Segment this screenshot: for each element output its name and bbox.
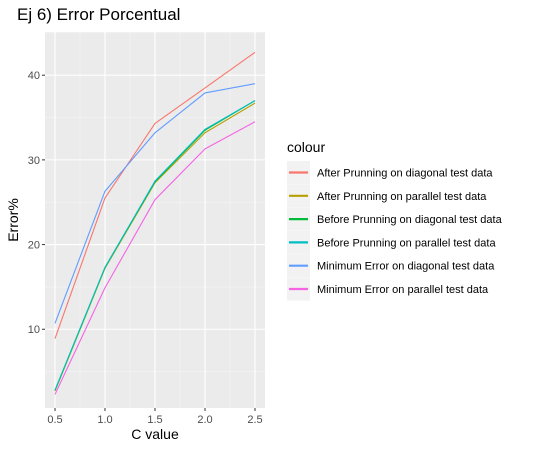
legend-label: Minimum Error on diagonal test data [317,261,495,273]
series-line-4 [54,100,256,391]
x-axis: 0.5 1.0 1.5 2.0 2.5 [47,408,263,426]
series-line-6 [54,121,256,395]
series-line-1 [54,51,256,339]
major-gridlines [45,32,265,408]
y-tick-label: 30 [28,155,40,167]
series-line-5 [54,83,256,324]
chart-title: Ej 6) Error Porcentual [17,5,180,24]
series-lines [54,51,256,395]
x-axis-title: C value [131,426,179,442]
legend: colour After Prunning on diagonal test d… [287,139,503,301]
legend-label: Before Prunning on diagonal test data [317,214,503,226]
x-tick-label: 1.5 [147,414,162,426]
legend-label: After Prunning on diagonal test data [317,168,493,180]
x-tick-label: 2.0 [197,414,212,426]
y-tick-label: 20 [28,240,40,252]
y-tick-label: 40 [28,70,40,82]
legend-label: Before Prunning on parallel test data [317,237,496,249]
legend-label: Minimum Error on parallel test data [317,284,489,296]
y-tick-label: 10 [28,324,40,336]
legend-title: colour [287,139,325,155]
legend-label: After Prunning on parallel test data [317,191,487,203]
y-axis-title: Error% [5,198,21,242]
x-tick-label: 1.0 [97,414,112,426]
x-tick-label: 2.5 [247,414,262,426]
y-axis: 10 20 30 40 [28,70,45,336]
x-tick-label: 0.5 [47,414,62,426]
